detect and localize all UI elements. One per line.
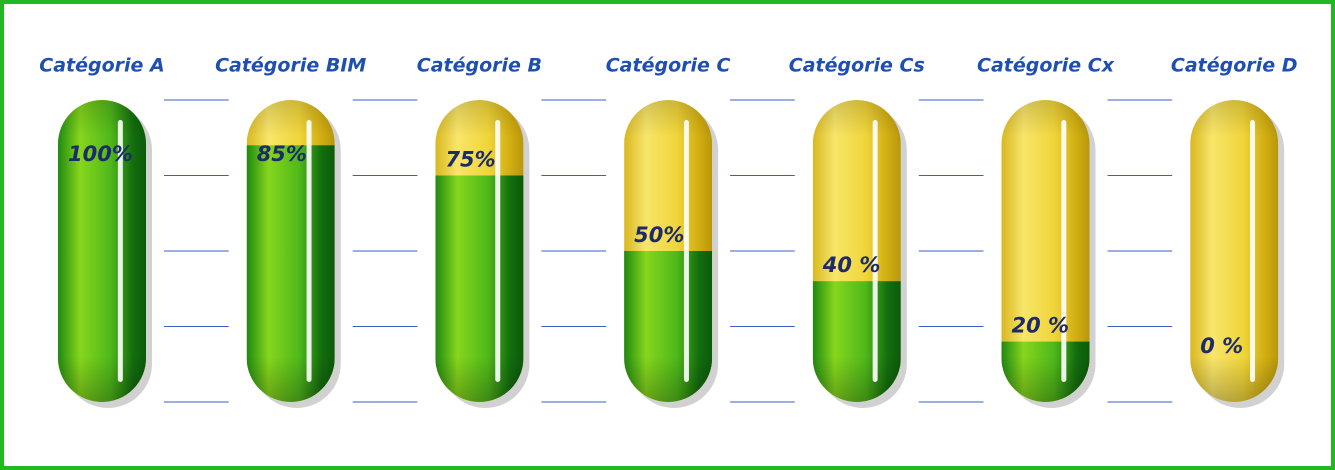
value-label: 20 % (1012, 314, 1070, 338)
capsule (1190, 100, 1279, 402)
category-label: Catégorie D (1171, 55, 1298, 77)
capsule (435, 100, 524, 402)
capsule-highlight (872, 120, 878, 382)
capsule-overlay (435, 100, 524, 402)
capsule-overlay (58, 100, 146, 402)
capsule-overlay (812, 100, 901, 402)
category-label: Catégorie C (606, 55, 731, 77)
value-label: 40 % (822, 253, 881, 277)
capsule-overlay (624, 100, 713, 402)
category-label: Catégorie B (417, 55, 542, 77)
capsule (58, 100, 146, 402)
value-label: 75% (445, 148, 495, 172)
value-label: 50% (634, 223, 684, 247)
capsule-highlight (495, 120, 501, 382)
category-label: Catégorie BIM (215, 55, 366, 77)
capsule (246, 100, 335, 402)
value-label: 85% (257, 142, 307, 166)
capsule-highlight (117, 120, 123, 382)
capsule-highlight (306, 120, 312, 382)
capsule-overlay (1001, 100, 1090, 402)
capsule-highlight (1061, 120, 1067, 382)
value-label: 0 % (1200, 334, 1243, 358)
capsule (624, 100, 713, 402)
value-label: 100% (68, 142, 133, 166)
capsule-overlay (1190, 100, 1279, 402)
capsule-highlight (683, 120, 689, 382)
category-label: Catégorie Cx (977, 55, 1115, 77)
capsule-highlight (1250, 120, 1256, 382)
capsule (1001, 100, 1090, 402)
category-label: Catégorie A (39, 55, 164, 77)
capsule-overlay (246, 100, 335, 402)
category-label: Catégorie Cs (789, 55, 925, 77)
capsule (812, 100, 901, 402)
